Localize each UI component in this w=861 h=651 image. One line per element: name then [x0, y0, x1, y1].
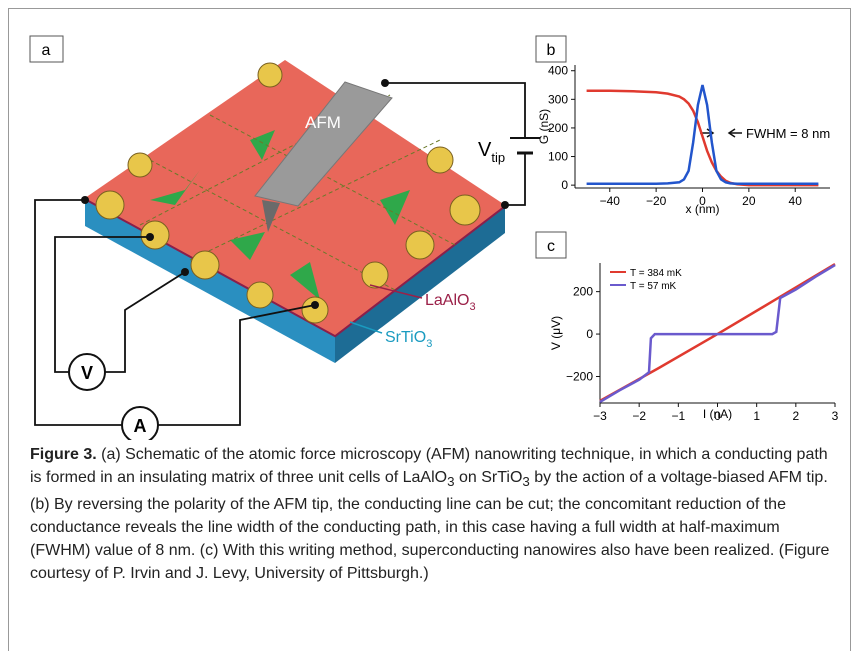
x-axis-label: x (nm)	[686, 202, 720, 216]
x-tick-label: −3	[593, 409, 607, 423]
y-tick-label: 0	[561, 178, 568, 192]
srtio3-sub: 3	[426, 338, 432, 350]
y-axis-label: G (nS)	[537, 109, 551, 144]
x-tick-label: 3	[832, 409, 839, 423]
y-tick-label: −200	[566, 369, 593, 383]
legend-label: T = 57 mK	[630, 281, 677, 292]
page: a AFM Vtip V A LaAlO3 SrTiO3 b c	[0, 0, 861, 651]
laalo3-label: LaAlO3	[425, 292, 476, 313]
x-axis-label: I (nA)	[703, 407, 732, 421]
y-tick-label: 200	[573, 285, 593, 299]
srtio3-main: SrTiO	[385, 329, 426, 346]
y-tick-label: 300	[548, 92, 568, 106]
fwhm-arrows	[700, 129, 742, 137]
panel-label: b	[547, 42, 556, 59]
afm-label: AFM	[305, 113, 341, 132]
y-tick-label: 0	[586, 327, 593, 341]
srtio3-label: SrTiO3	[385, 329, 432, 350]
voltmeter-label: V	[81, 363, 93, 383]
y-tick-label: 200	[548, 121, 568, 135]
x-tick-label: 2	[792, 409, 799, 423]
caption-label: Figure 3.	[30, 446, 97, 463]
x-tick-label: −40	[600, 194, 621, 208]
x-tick-label: −1	[671, 409, 685, 423]
v-tip-sub: tip	[491, 150, 505, 165]
v-tip-label: Vtip	[478, 139, 505, 165]
y-tick-label: 400	[548, 64, 568, 78]
caption-subscript: 3	[522, 474, 529, 489]
panel-label: c	[547, 238, 555, 255]
x-tick-label: 1	[753, 409, 760, 423]
legend-label: T = 384 mK	[630, 268, 682, 279]
laalo3-sub: 3	[469, 301, 475, 313]
caption: Figure 3. (a) Schematic of the atomic fo…	[30, 443, 830, 585]
caption-text: on SrTiO	[455, 469, 523, 486]
v-tip-main: V	[478, 139, 492, 161]
figure: a AFM Vtip V A LaAlO3 SrTiO3 b c	[0, 0, 861, 440]
ammeter-label: A	[134, 416, 147, 436]
y-axis-label: V (μV)	[549, 316, 563, 350]
laalo3-main: LaAlO	[425, 292, 469, 309]
y-tick-label: 100	[548, 150, 568, 164]
caption-subscript: 3	[447, 474, 454, 489]
x-tick-label: −2	[632, 409, 646, 423]
annotation: FWHM = 8 nm	[746, 126, 830, 141]
x-tick-label: 20	[742, 194, 756, 208]
x-tick-label: 40	[789, 194, 803, 208]
panel-label: a	[42, 42, 51, 59]
x-tick-label: −20	[646, 194, 667, 208]
